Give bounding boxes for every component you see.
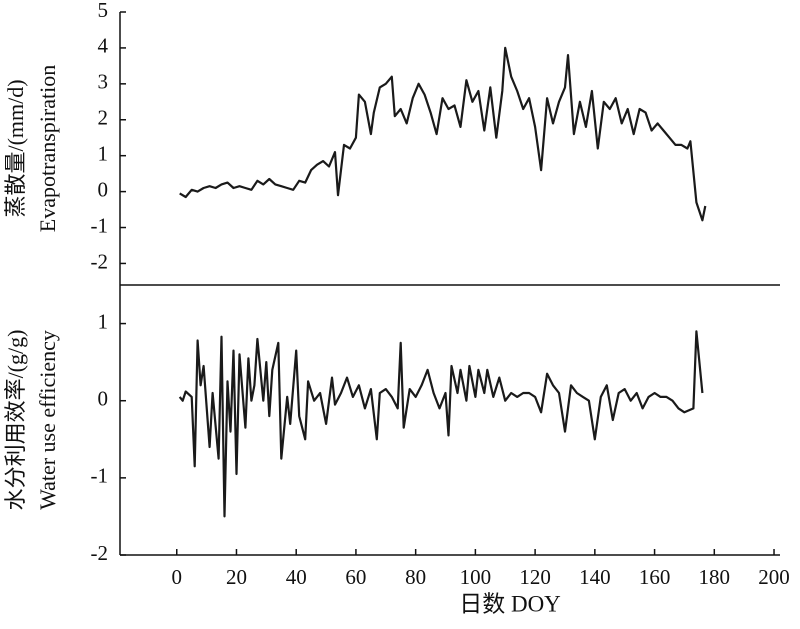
y-axis-label: 蒸散量/(mm/d) xyxy=(3,79,28,217)
y-axis-label: 水分利用效率/(g/g) xyxy=(3,330,28,511)
y-tick-label: 2 xyxy=(98,106,109,130)
data-line xyxy=(178,330,704,518)
x-tick-label: 100 xyxy=(460,565,492,589)
x-tick-label: 180 xyxy=(699,565,731,589)
y-tick-label: -2 xyxy=(91,249,109,273)
y-tick-label: -1 xyxy=(91,464,109,488)
x-tick-label: 200 xyxy=(758,565,790,589)
y-tick-label: 0 xyxy=(98,387,109,411)
x-tick-label: 0 xyxy=(171,565,182,589)
y-tick-label: -1 xyxy=(91,213,109,237)
y-tick-label: 0 xyxy=(98,177,109,201)
y-axis-label: Evapotranspiration xyxy=(35,65,60,232)
y-tick-label: 1 xyxy=(98,141,109,165)
x-tick-label: 60 xyxy=(345,565,366,589)
y-tick-label: 5 xyxy=(98,0,109,22)
y-tick-label: 4 xyxy=(98,34,109,58)
x-tick-label: 20 xyxy=(226,565,247,589)
x-tick-label: 80 xyxy=(405,565,426,589)
y-tick-label: 1 xyxy=(98,309,109,333)
x-tick-label: 140 xyxy=(579,565,611,589)
x-tick-label: 160 xyxy=(639,565,671,589)
x-axis-label: 日数 DOY xyxy=(459,591,561,616)
x-tick-label: 120 xyxy=(519,565,551,589)
y-tick-label: -2 xyxy=(91,541,109,565)
data-line xyxy=(179,46,707,222)
y-axis-label: Water use efficiency xyxy=(35,330,60,510)
y-tick-label: 3 xyxy=(98,70,109,94)
x-tick-label: 40 xyxy=(286,565,307,589)
